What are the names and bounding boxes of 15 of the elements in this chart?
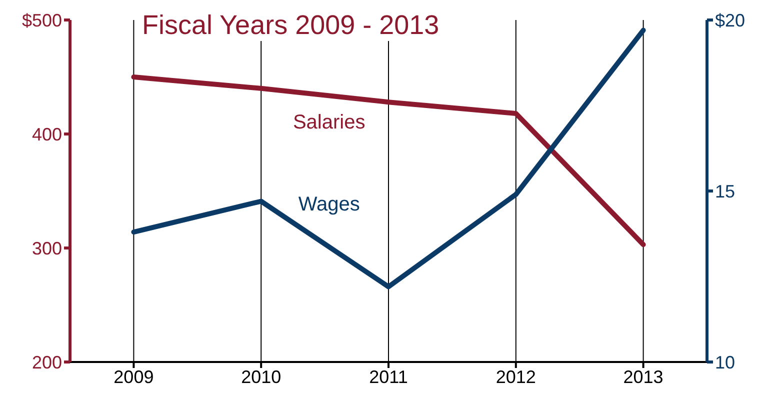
y-tick-label: 400 xyxy=(32,124,62,144)
x-tick-label: 2011 xyxy=(369,366,408,387)
y-tick-label: 300 xyxy=(32,238,62,258)
y2-tick-label: $20 xyxy=(715,10,746,30)
x-tick-label: 2009 xyxy=(114,366,154,387)
x-tick-label: 2013 xyxy=(623,366,664,387)
series-label: Salaries xyxy=(292,111,366,134)
chart-title: Fiscal Years 2009 - 2013 xyxy=(138,10,444,41)
x-tick-label: 2012 xyxy=(496,366,536,387)
y2-tick-label: 10 xyxy=(715,352,736,372)
y2-tick-label: 15 xyxy=(715,181,736,202)
y-tick-label: $500 xyxy=(22,10,62,30)
series-label: Wages xyxy=(298,193,360,216)
y-tick-label: 200 xyxy=(32,352,62,372)
x-tick-label: 2010 xyxy=(241,366,282,387)
